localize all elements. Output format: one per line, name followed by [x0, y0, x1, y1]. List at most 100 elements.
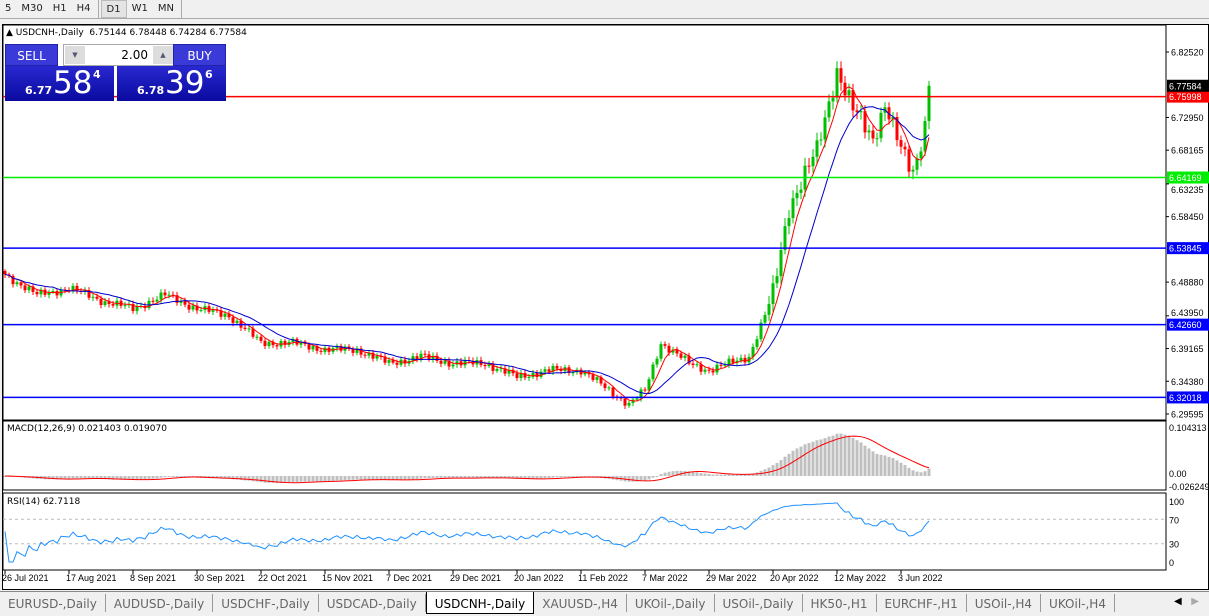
tab-usoil-h4[interactable]: USOil-,H4	[967, 594, 1042, 612]
macd-histogram-bar	[567, 476, 571, 478]
candle-body	[871, 130, 875, 139]
macd-histogram-bar	[587, 476, 591, 478]
candle-body	[135, 306, 139, 312]
candle	[271, 339, 275, 349]
candle	[319, 348, 323, 355]
decrease-lot-icon[interactable]: ▼	[65, 46, 85, 64]
candle	[631, 397, 635, 407]
candle-body	[759, 322, 763, 340]
macd-histogram-bar	[175, 476, 179, 477]
candle	[687, 352, 691, 366]
tab-xauusd-h4[interactable]: XAUUSD-,H4	[534, 594, 627, 612]
timeframe-mn[interactable]: MN	[157, 3, 174, 14]
candle	[891, 112, 895, 128]
tab-ukoil-h4[interactable]: UKOil-,H4	[1041, 594, 1115, 612]
macd-histogram-bar	[559, 476, 563, 478]
candle-body	[567, 367, 571, 374]
sell-price[interactable]: 6.77 58 4	[5, 66, 114, 101]
macd-histogram-bar	[887, 456, 891, 476]
macd-histogram-bar	[507, 476, 511, 479]
macd-histogram-bar	[123, 476, 127, 480]
macd-histogram-bar	[863, 445, 867, 476]
macd-histogram-bar	[627, 476, 631, 482]
candle	[595, 375, 599, 384]
timeframe-h1[interactable]: H1	[52, 3, 67, 14]
candle	[823, 110, 827, 148]
buy-price[interactable]: 6.78 39 6	[117, 66, 226, 101]
candle-body	[775, 276, 779, 284]
tab-audusd-daily[interactable]: AUDUSD-,Daily	[106, 594, 214, 612]
timeframe-5[interactable]: 5	[5, 3, 12, 14]
macd-histogram-bar	[155, 476, 159, 479]
candle	[867, 124, 871, 141]
main-pane	[2, 24, 1167, 421]
macd-histogram-bar	[483, 476, 487, 478]
macd-histogram-bar	[47, 476, 51, 480]
tab-eurchf-h1[interactable]: EURCHF-,H1	[877, 594, 967, 612]
candle	[463, 356, 467, 369]
candle-body	[23, 285, 27, 291]
candle-body	[315, 345, 319, 351]
tab-usdcad-daily[interactable]: USDCAD-,Daily	[319, 594, 426, 612]
candle-body	[291, 338, 295, 342]
macd-histogram-bar	[183, 476, 187, 477]
tab-hk50-h1[interactable]: HK50-,H1	[803, 594, 877, 612]
timeframe-m30[interactable]: M30	[21, 3, 43, 14]
macd-histogram-bar	[279, 476, 283, 483]
candle	[827, 94, 831, 122]
tab-usdcnh-daily[interactable]: USDCNH-,Daily	[425, 592, 535, 614]
timeframe-d1[interactable]: D1	[100, 0, 127, 18]
candle	[367, 350, 371, 359]
timeframe-h4[interactable]: H4	[76, 3, 91, 14]
increase-lot-icon[interactable]: ▲	[153, 46, 173, 64]
macd-histogram-bar	[875, 453, 879, 476]
macd-histogram-bar	[139, 476, 143, 480]
candle-body	[559, 368, 563, 372]
macd-histogram-bar	[371, 476, 375, 480]
candle-body	[751, 346, 755, 357]
macd-axis-label: 0.104313	[1169, 423, 1207, 433]
macd-histogram-bar	[771, 465, 775, 476]
macd-histogram-bar	[287, 476, 291, 483]
tab-usdchf-daily[interactable]: USDCHF-,Daily	[213, 594, 319, 612]
rsi-pane	[2, 492, 1167, 571]
candle-body	[723, 364, 727, 366]
macd-histogram-bar	[87, 476, 91, 479]
lot-value[interactable]: 2.00	[121, 48, 148, 62]
hline-price-label: 6.64169	[1169, 173, 1202, 183]
tab-usoil-daily[interactable]: USOil-,Daily	[715, 594, 803, 612]
rsi-axis-label: 0	[1169, 558, 1174, 568]
rsi-axis-label: 30	[1169, 540, 1179, 550]
macd-histogram-bar	[871, 451, 875, 476]
macd-histogram-bar	[379, 476, 383, 480]
scroll-left-icon[interactable]: ◀	[1174, 596, 1182, 607]
price-tick-label: 6.43950	[1171, 308, 1204, 318]
tab-eurusd-daily[interactable]: EURUSD-,Daily	[0, 594, 106, 612]
macd-histogram-bar	[659, 474, 663, 476]
candle	[195, 302, 199, 314]
time-tick-label: 29 Dec 2021	[450, 573, 501, 583]
candle-body	[507, 369, 511, 374]
candle-body	[719, 364, 723, 366]
macd-histogram-bar	[239, 476, 243, 481]
macd-histogram-bar	[883, 455, 887, 476]
scroll-right-icon[interactable]: ▶	[1191, 596, 1199, 607]
candle-body	[639, 389, 643, 399]
lot-size-input[interactable]: ▼ 2.00 ▲	[63, 44, 175, 66]
candle-body	[275, 345, 279, 347]
buy-button[interactable]: BUY	[173, 44, 226, 66]
candle-body	[659, 344, 663, 359]
tab-ukoil-daily[interactable]: UKOil-,Daily	[627, 594, 715, 612]
candle-body	[235, 320, 239, 323]
candle-body	[623, 398, 627, 406]
hline-price-label-bg	[1167, 171, 1209, 184]
macd-histogram-bar	[399, 476, 403, 480]
macd-histogram-bar	[503, 476, 507, 479]
candle	[707, 366, 711, 374]
candle-body	[375, 356, 379, 359]
timeframe-w1[interactable]: W1	[131, 3, 148, 14]
sell-button[interactable]: SELL	[5, 44, 58, 66]
collapse-arrow-icon[interactable]: ▲	[6, 28, 13, 38]
candle-body	[591, 374, 595, 380]
